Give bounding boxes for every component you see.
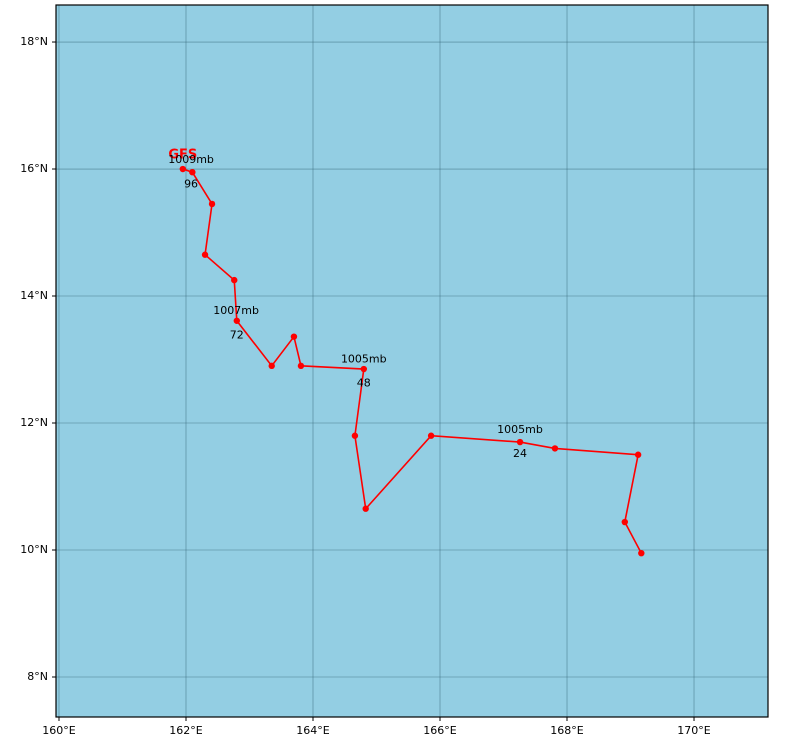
track-point bbox=[231, 276, 238, 284]
track-point bbox=[360, 365, 368, 373]
track-point bbox=[189, 168, 196, 176]
annotation: 48 bbox=[357, 377, 371, 390]
track-point bbox=[362, 505, 369, 512]
track-point bbox=[638, 549, 645, 557]
y-tick-label: 14°N bbox=[20, 289, 48, 302]
track-point bbox=[427, 432, 435, 439]
annotation: 1005mb bbox=[497, 423, 543, 436]
annotation: 24 bbox=[513, 447, 527, 460]
annotation: 96 bbox=[184, 177, 198, 190]
track-point bbox=[179, 165, 187, 173]
series-label: GFS bbox=[168, 148, 197, 163]
annotation: 1007mb bbox=[213, 304, 259, 317]
annotation: 1009mb bbox=[168, 153, 214, 166]
track-point bbox=[351, 432, 359, 439]
track-point bbox=[297, 362, 305, 370]
x-tick-label: 166°E bbox=[423, 724, 456, 737]
map-background bbox=[56, 5, 768, 717]
annotation: 1005mb bbox=[341, 353, 387, 366]
y-tick-label: 8°N bbox=[27, 670, 48, 683]
track-point bbox=[551, 445, 559, 452]
y-tick-label: 12°N bbox=[20, 416, 48, 429]
x-tick-label: 170°E bbox=[677, 724, 710, 737]
track-point bbox=[208, 200, 216, 208]
x-tick-label: 160°E bbox=[42, 724, 75, 737]
track-point bbox=[516, 438, 524, 446]
y-tick-label: 18°N bbox=[20, 35, 48, 48]
x-tick-label: 168°E bbox=[550, 724, 583, 737]
x-tick-label: 164°E bbox=[296, 724, 329, 737]
y-tick-label: 16°N bbox=[20, 162, 48, 175]
track-point bbox=[290, 333, 298, 340]
annotation: 72 bbox=[230, 328, 244, 341]
x-tick-label: 162°E bbox=[169, 724, 202, 737]
track-point bbox=[621, 518, 628, 526]
track-point bbox=[233, 317, 240, 324]
track-point bbox=[268, 362, 275, 370]
map-frame bbox=[55, 4, 769, 718]
track-point bbox=[201, 251, 209, 258]
track-point bbox=[634, 451, 642, 458]
track-line bbox=[182, 168, 643, 554]
y-tick-label: 10°N bbox=[20, 543, 48, 556]
